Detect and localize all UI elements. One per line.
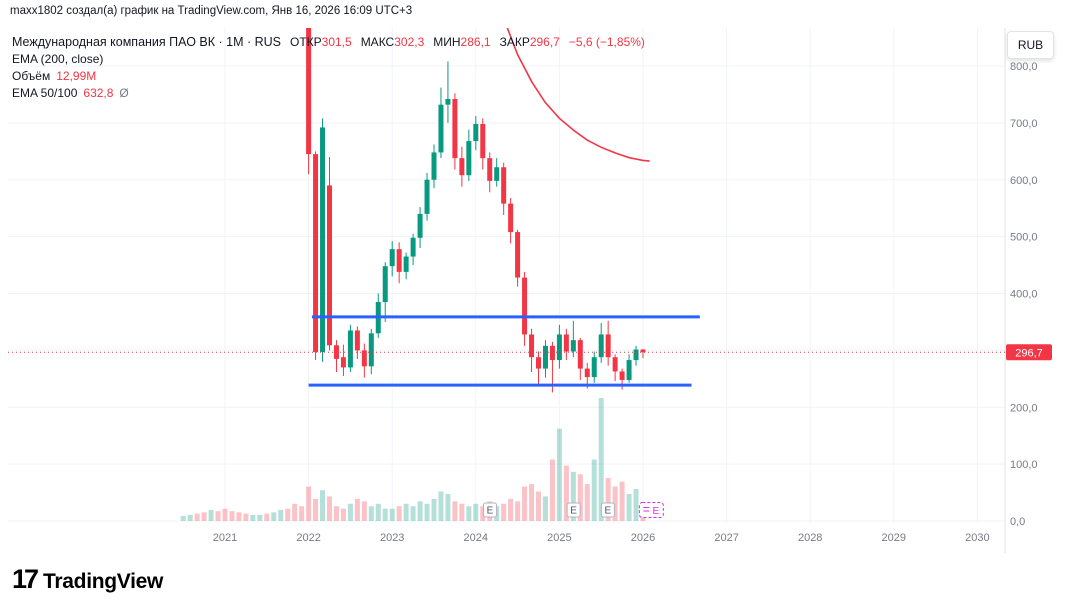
close-value: 296,7 — [529, 35, 560, 49]
ema-50-100-value: 632,8 — [83, 86, 114, 100]
upcoming-earnings-marker[interactable] — [638, 502, 664, 518]
svg-text:800,0: 800,0 — [1010, 61, 1038, 73]
grid-layer — [8, 28, 1005, 523]
earnings-marker[interactable] — [483, 502, 498, 518]
tradingview-logo-mark-icon: 17 — [12, 564, 39, 594]
ema200-legend[interactable]: EMA (200, close) — [12, 52, 104, 66]
tradingview-logo-word: TradingView — [43, 570, 164, 593]
svg-text:2028: 2028 — [798, 532, 822, 544]
svg-text:2024: 2024 — [464, 532, 488, 544]
change-value: −5,6 (−1,85%) — [568, 35, 645, 49]
svg-text:400,0: 400,0 — [1010, 289, 1038, 301]
attribution-text: maxx1802 создал(а) график на TradingView… — [10, 5, 413, 17]
ema-50-100-suffix: Ø — [119, 86, 129, 100]
volume-layer — [180, 398, 646, 521]
open-value: 301,5 — [321, 35, 352, 49]
chart-canvas[interactable]: E E E E 800,0 700,0 600,0 500,0 400,0 200,0 100,0 0… — [0, 0, 1065, 560]
svg-text:2025: 2025 — [547, 532, 571, 544]
earnings-marker[interactable] — [600, 502, 615, 518]
ema-50-100-label: EMA 50/100 — [12, 86, 78, 100]
svg-text:700,0: 700,0 — [1010, 118, 1038, 130]
svg-text:E: E — [487, 506, 494, 517]
currency-button[interactable]: RUB — [1007, 31, 1054, 59]
svg-text:296,7: 296,7 — [1015, 347, 1043, 359]
low-value: 286,1 — [460, 35, 491, 49]
volume-value: 12,99M — [56, 69, 97, 83]
svg-text:2023: 2023 — [380, 532, 404, 544]
tradingview-logo[interactable]: 17 TradingView — [12, 564, 163, 595]
last-price-badge: 296,7 — [1006, 344, 1052, 361]
close-label: ЗАКР — [499, 35, 530, 49]
svg-text:E: E — [605, 506, 612, 517]
svg-text:200,0: 200,0 — [1010, 402, 1038, 414]
high-value: 302,3 — [394, 35, 425, 49]
svg-text:2021: 2021 — [213, 532, 237, 544]
low-label: МИН — [433, 35, 461, 49]
svg-text:E: E — [653, 506, 660, 517]
symbol-title[interactable]: Международная компания ПАО ВК · 1M · RUS — [12, 35, 281, 49]
volume-legend[interactable]: Объём 12,99M — [12, 68, 645, 85]
high-label: МАКС — [360, 35, 395, 49]
svg-text:2026: 2026 — [631, 532, 655, 544]
earnings-marker[interactable] — [566, 502, 581, 518]
svg-text:0,0: 0,0 — [1010, 516, 1025, 528]
svg-text:2022: 2022 — [296, 532, 320, 544]
symbol-row: Международная компания ПАО ВК · 1M · RUS… — [12, 34, 645, 51]
ema-50-100-legend[interactable]: EMA 50/100 632,8 Ø — [12, 85, 645, 102]
svg-text:2030: 2030 — [965, 532, 989, 544]
svg-text:2029: 2029 — [882, 532, 906, 544]
price-axis[interactable]: 800,0 700,0 600,0 500,0 400,0 200,0 100,0 0,0 — [1010, 61, 1038, 528]
volume-label: Объём — [12, 69, 51, 83]
svg-text:600,0: 600,0 — [1010, 175, 1038, 187]
svg-text:2027: 2027 — [714, 532, 738, 544]
svg-text:500,0: 500,0 — [1010, 232, 1038, 244]
chart-legend: Международная компания ПАО ВК · 1M · RUS… — [12, 34, 645, 102]
svg-text:100,0: 100,0 — [1010, 459, 1038, 471]
open-label: ОТКР — [289, 35, 322, 49]
svg-text:E: E — [570, 506, 577, 517]
time-axis[interactable]: 2021 2022 2023 2024 2025 2026 2027 2028 2029 2030 — [213, 532, 990, 544]
ema-200-line[interactable] — [503, 18, 650, 162]
